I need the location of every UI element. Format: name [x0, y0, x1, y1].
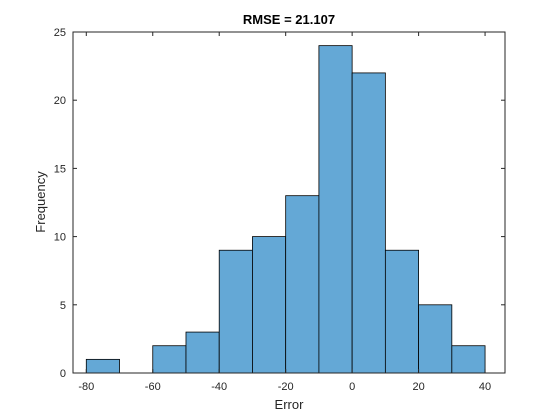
x-tick-label: 20: [412, 381, 424, 393]
x-tick-label: 0: [349, 381, 355, 393]
histogram-bar: [318, 45, 353, 374]
x-axis: -80 -60 -40 -20 0 20 40: [78, 32, 491, 393]
x-tick-label: -40: [211, 381, 227, 393]
y-tick-label: 0: [60, 368, 66, 380]
histogram-bar: [384, 249, 420, 374]
y-tick-label: 25: [54, 27, 66, 39]
y-tick-label: 15: [54, 163, 66, 175]
y-tick-label: 5: [60, 300, 66, 312]
histogram-bar: [285, 195, 320, 374]
plot-box: [72, 31, 506, 374]
x-tick-label: 40: [479, 381, 491, 393]
x-tick-label: -60: [145, 381, 161, 393]
y-tick-label: 10: [54, 232, 66, 244]
y-axis: 0 5 10 15 20 25: [54, 27, 505, 380]
chart-title: RMSE = 21.107: [243, 12, 335, 27]
histogram-bar: [185, 331, 220, 374]
y-tick-label: 20: [54, 95, 66, 107]
histogram-bar: [152, 345, 187, 374]
histogram-bar: [418, 304, 453, 374]
histogram-bar: [351, 72, 386, 374]
histogram-bar: [218, 249, 253, 374]
bars-group: [85, 45, 486, 374]
x-axis-label: Error: [275, 397, 305, 412]
histogram-bar: [451, 345, 486, 374]
histogram-bar: [85, 358, 120, 374]
x-tick-label: -20: [278, 381, 294, 393]
y-axis-label: Frequency: [33, 171, 48, 233]
histogram-bar: [252, 236, 287, 374]
x-tick-label: -80: [78, 381, 94, 393]
